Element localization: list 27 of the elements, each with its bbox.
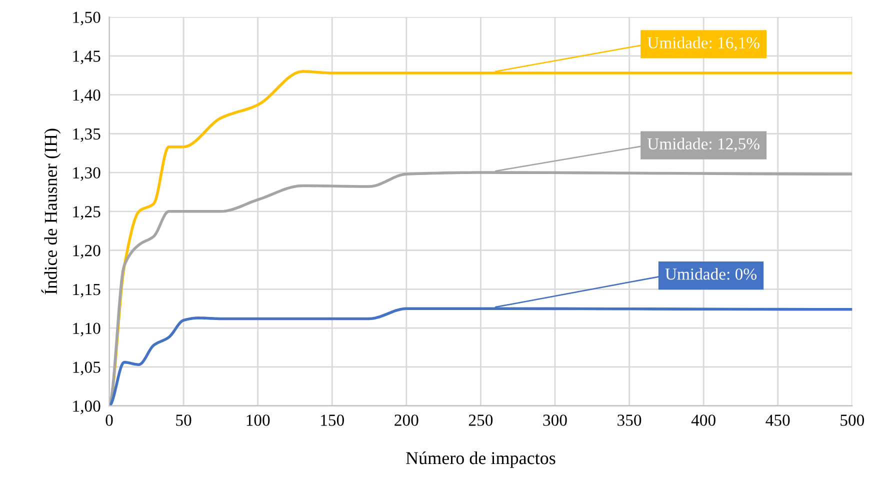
x-tick-label: 150 <box>321 414 344 426</box>
x-tick-label: 300 <box>543 414 567 426</box>
y-tick-label: 1,10 <box>73 322 100 336</box>
x-tick-label: 350 <box>618 414 642 426</box>
x-tick-label: 100 <box>246 414 270 426</box>
x-tick-label: 250 <box>468 414 493 426</box>
y-tick-label: 1,30 <box>73 167 100 181</box>
series-label: Umidade: 12,5% <box>647 138 760 152</box>
y-tick-label: 1,00 <box>73 400 100 414</box>
y-axis-title: Índice de Hausner (IH) <box>41 128 61 294</box>
y-tick-label: 1,20 <box>73 244 100 259</box>
x-tick-label: 450 <box>766 414 790 426</box>
y-tick-label: 1,15 <box>73 284 100 298</box>
x-tick-label: 50 <box>176 414 192 426</box>
y-tick-label: 1,45 <box>73 50 100 64</box>
series-label: Umidade: 0% <box>665 268 756 280</box>
x-tick-label: 0 <box>106 414 113 426</box>
x-tick-label: 200 <box>394 414 418 426</box>
y-tick-label: 1,40 <box>73 89 100 104</box>
series-label: Umidade: 16,1% <box>647 36 760 51</box>
x-axis-title: Número de impactos <box>406 451 556 468</box>
y-tick-label: 1,05 <box>73 362 100 376</box>
y-tick-label: 1,50 <box>73 12 100 26</box>
x-tick-label: 500 <box>840 414 864 426</box>
y-tick-label: 1,35 <box>73 128 100 142</box>
x-tick-label: 400 <box>691 414 716 426</box>
y-tick-label: 1,25 <box>73 206 100 220</box>
